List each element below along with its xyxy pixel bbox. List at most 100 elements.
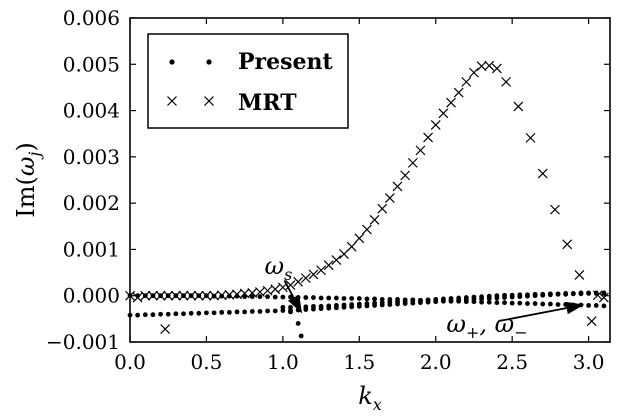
present-point-81	[265, 308, 270, 314]
x-tick-label-3: 1.5	[343, 350, 375, 374]
mrt-point-stroke-b-49	[501, 76, 511, 87]
mrt-point-43	[453, 87, 464, 98]
plot-frame	[129, 17, 611, 343]
mrt-point-stroke-b-3	[148, 290, 158, 301]
mrt-point-stroke-b-47	[484, 60, 495, 71]
present-point-18	[265, 294, 270, 300]
y-axis-label-sub: j	[25, 152, 44, 160]
x-axis-ticks: 0.0 0.5 1.0 1.5 2.0 2.5 3.0	[114, 18, 605, 374]
present-point-140	[387, 299, 393, 305]
mrt-point-stroke-b-50	[513, 101, 524, 112]
present-point-152	[479, 294, 484, 300]
present-point-30	[356, 296, 362, 301]
present-point-170	[295, 321, 301, 326]
mrt-point-stroke-b-43	[453, 87, 464, 98]
mrt-point-stroke-b-7	[178, 290, 189, 301]
mrt-point-35	[392, 181, 403, 192]
y-axis-label: Im(ωj)	[12, 142, 44, 218]
x-tick-label-2: 1.0	[267, 350, 299, 374]
mrt-point-stroke-b-22	[293, 276, 304, 287]
mrt-point-44	[461, 76, 472, 87]
mrt-point-stroke-b-52	[537, 168, 548, 179]
mrt-point-3	[148, 290, 158, 301]
legend-x-mrt-2	[204, 96, 214, 106]
present-point-147	[440, 296, 446, 302]
mrt-point-stroke-b-28	[339, 249, 349, 259]
mrt-point-18	[262, 285, 273, 296]
mrt-point-26	[323, 260, 334, 271]
present-point-77	[234, 309, 240, 315]
y-axis-label-suffix: )	[12, 142, 40, 151]
mrt-point-stroke-b-1	[132, 292, 143, 303]
present-point-164	[570, 291, 576, 296]
present-point-61	[593, 303, 599, 308]
present-point-160	[540, 291, 546, 297]
mrt-point-stroke-b-12	[216, 290, 227, 301]
annotation-main-omega-s: ω	[265, 252, 285, 280]
x-axis-label-sub: x	[373, 395, 382, 414]
mrt-point-59	[160, 324, 171, 334]
present-point-16	[249, 294, 255, 300]
mrt-point-stroke-b-45	[469, 67, 479, 78]
present-point-23	[303, 295, 309, 300]
x-tick-label-5: 2.5	[496, 350, 528, 374]
mrt-point-stroke-b-37	[407, 157, 418, 168]
present-point-71	[188, 310, 194, 316]
present-point-139	[379, 300, 385, 306]
present-point-28	[341, 296, 347, 301]
present-point-32	[372, 296, 377, 302]
mrt-point-stroke-b-35	[392, 181, 403, 192]
present-point-12	[219, 293, 225, 299]
present-point-57	[563, 302, 569, 307]
mrt-point-49	[501, 76, 511, 87]
mrt-point-55	[574, 269, 585, 280]
x-tick-label-4: 2.0	[420, 350, 452, 374]
present-point-127	[288, 304, 293, 310]
mrt-point-stroke-b-18	[262, 285, 273, 296]
mrt-point-11	[209, 290, 220, 301]
annotation-omega-s: ωs	[265, 252, 303, 314]
present-point-64	[135, 312, 141, 318]
mrt-point-stroke-b-36	[400, 170, 411, 181]
annotation-text-omega-pm: ω+, ω−	[446, 310, 527, 342]
x-axis-label: kx	[358, 382, 382, 414]
mrt-point-stroke-b-51	[525, 132, 536, 143]
present-point-136	[356, 301, 362, 307]
mrt-point-stroke-b-2	[140, 290, 151, 301]
present-point-154	[494, 293, 500, 299]
present-point-138	[372, 300, 377, 306]
annotation-sub1-omega-pm: +	[466, 323, 479, 342]
present-point-132	[326, 303, 332, 309]
mrt-point-stroke-b-34	[384, 193, 395, 203]
mrt-point-40	[430, 119, 441, 130]
present-point-155	[502, 292, 507, 298]
present-point-163	[563, 291, 569, 296]
mrt-point-stroke-b-53	[550, 204, 560, 215]
present-point-78	[242, 309, 248, 315]
present-point-51	[517, 300, 523, 306]
present-point-129	[303, 304, 309, 310]
mrt-point-stroke-b-42	[446, 97, 456, 108]
mrt-point-stroke-b-32	[369, 214, 380, 225]
mrt-point-stroke-b-40	[430, 119, 441, 130]
x-axis-label-main: k	[358, 382, 373, 410]
mrt-point-stroke-b-10	[201, 290, 212, 301]
mrt-point-stroke-b-27	[331, 255, 342, 265]
annotation-omega-pm: ω+, ω−	[446, 301, 585, 342]
mrt-point-29	[346, 241, 357, 252]
present-point-150	[463, 295, 469, 300]
legend-x-mrt-1	[167, 96, 177, 106]
mrt-point-stroke-b-48	[491, 63, 502, 74]
mrt-point-31	[362, 224, 372, 235]
present-point-56	[555, 302, 561, 307]
mrt-point-46	[476, 61, 487, 72]
y-tick-label-0: −0.001	[46, 330, 120, 354]
mrt-point-48	[491, 63, 502, 74]
mrt-point-stroke-b-4	[155, 290, 166, 301]
present-point-157	[517, 292, 523, 298]
y-tick-label-1: 0.000	[63, 284, 120, 308]
y-tick-label-5: 0.004	[63, 99, 120, 123]
mrt-point-54	[562, 239, 573, 250]
mrt-point-stroke-b-8	[186, 290, 197, 301]
